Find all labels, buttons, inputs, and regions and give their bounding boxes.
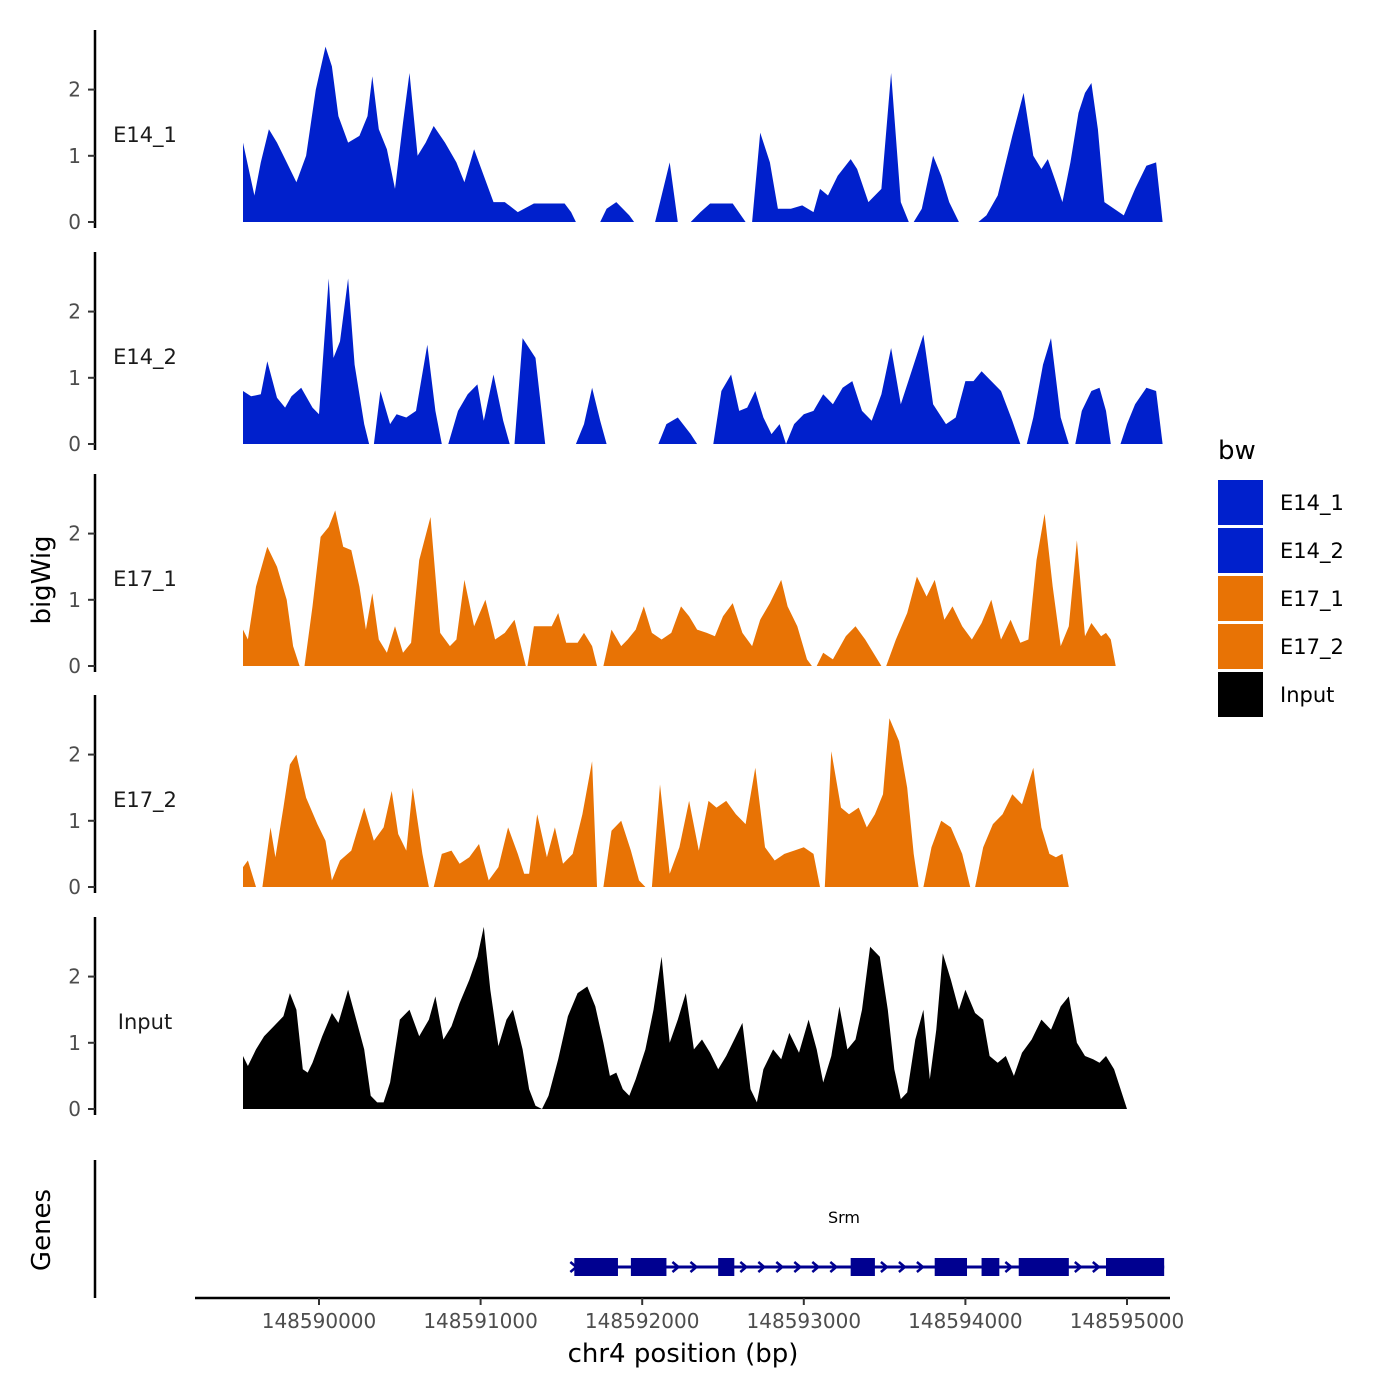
genes-axis-title: Genes [27, 1189, 57, 1271]
strand-arrow [829, 1261, 839, 1273]
strand-arrow [793, 1261, 803, 1273]
strand-arrow [880, 1261, 889, 1273]
strand-arrow [689, 1261, 699, 1273]
gene-exon [934, 1258, 968, 1276]
y-tick-label: 0 [68, 875, 81, 899]
strand-arrow [671, 1261, 681, 1273]
track-panel-E14_1: 0 1 2 E14_1 [68, 30, 1163, 234]
legend: bw E14_1 E14_2 E17_1 E17_2 Input [1218, 436, 1344, 717]
panel-label-E14_2: E14_2 [113, 345, 177, 370]
strand-arrow [916, 1261, 925, 1273]
track-panel-E17_1: 0 1 2 E17_1 [68, 474, 1163, 678]
track-panel-Input: 0 1 2 Input [68, 917, 1168, 1121]
legend-swatch-E14_1 [1218, 480, 1263, 525]
y-tick-label: 1 [68, 144, 81, 168]
panel-label-Input: Input [118, 1010, 172, 1034]
gene-exon [850, 1258, 875, 1276]
strand-arrow [757, 1261, 767, 1273]
x-tick-label: 148595000 [1070, 1309, 1185, 1333]
strand-arrow [1092, 1261, 1101, 1273]
y-tick-label: 0 [68, 432, 81, 456]
x-axis: 148590000 148591000 148592000 148593000 1485… [195, 1296, 1185, 1333]
y-tick-label: 2 [68, 78, 81, 102]
legend-swatch-E14_2 [1218, 528, 1263, 573]
y-tick-label: 2 [68, 522, 81, 546]
legend-label-E17_2: E17_2 [1280, 635, 1344, 660]
y-tick-label: 1 [68, 366, 81, 390]
x-axis-title: chr4 position (bp) [568, 1339, 799, 1369]
y-tick-label: 0 [68, 1097, 81, 1121]
y-tick-label: 2 [68, 965, 81, 989]
legend-label-E14_1: E14_1 [1280, 491, 1344, 516]
legend-swatch-E17_2 [1218, 624, 1263, 669]
legend-swatch-E17_1 [1218, 576, 1263, 621]
x-tick-label: 148590000 [262, 1309, 377, 1333]
gene-exon [718, 1258, 735, 1276]
signal-area-E17_2 [243, 718, 1163, 887]
gene-label: Srm [828, 1208, 860, 1227]
gene-exon [630, 1258, 667, 1276]
x-tick-label: 148592000 [585, 1309, 700, 1333]
panel-label-E14_1: E14_1 [113, 123, 177, 148]
legend-swatch-Input [1218, 672, 1263, 717]
strand-arrow [898, 1261, 907, 1273]
y-tick-label: 1 [68, 1031, 81, 1055]
y-tick-label: 1 [68, 809, 81, 833]
x-tick-label: 148591000 [423, 1309, 538, 1333]
strand-arrow [1004, 1261, 1014, 1273]
strand-arrow [1074, 1261, 1083, 1273]
x-tick-label: 148593000 [747, 1309, 862, 1333]
signal-area-E14_2 [243, 278, 1163, 444]
strand-arrow [775, 1261, 785, 1273]
track-panels: 0 1 2 E14_1 0 1 2 E14_2 0 1 2 E17_1 0 1 2 E17_2 0 1 2 Input [68, 30, 1168, 1121]
y-tick-label: 2 [68, 743, 81, 767]
y-tick-label: 2 [68, 300, 81, 324]
panel-label-E17_1: E17_1 [113, 567, 177, 592]
y-tick-label: 0 [68, 210, 81, 234]
legend-label-E14_2: E14_2 [1280, 539, 1344, 564]
signal-area-E17_1 [243, 510, 1163, 666]
gene-exon [981, 1258, 1000, 1276]
gene-exon [1105, 1258, 1165, 1276]
signal-area-E14_1 [243, 46, 1163, 222]
track-panel-E14_2: 0 1 2 E14_2 [68, 252, 1163, 456]
track-panel-E17_2: 0 1 2 E17_2 [68, 695, 1163, 899]
strand-arrow [811, 1261, 821, 1273]
y-tick-label: 1 [68, 588, 81, 612]
legend-label-E17_1: E17_1 [1280, 587, 1344, 612]
gene-exon [574, 1258, 618, 1276]
strand-arrow [739, 1261, 749, 1273]
y-tick-label: 0 [68, 654, 81, 678]
gene-exon [1018, 1258, 1069, 1276]
y-axis-title: bigWig [27, 535, 57, 624]
panel-label-E17_2: E17_2 [113, 788, 177, 813]
legend-title: bw [1218, 436, 1256, 466]
signal-area-Input [243, 926, 1168, 1109]
genes-panel: Srm [93, 1160, 1165, 1298]
legend-label-Input: Input [1280, 683, 1334, 707]
x-tick-label: 148594000 [908, 1309, 1023, 1333]
